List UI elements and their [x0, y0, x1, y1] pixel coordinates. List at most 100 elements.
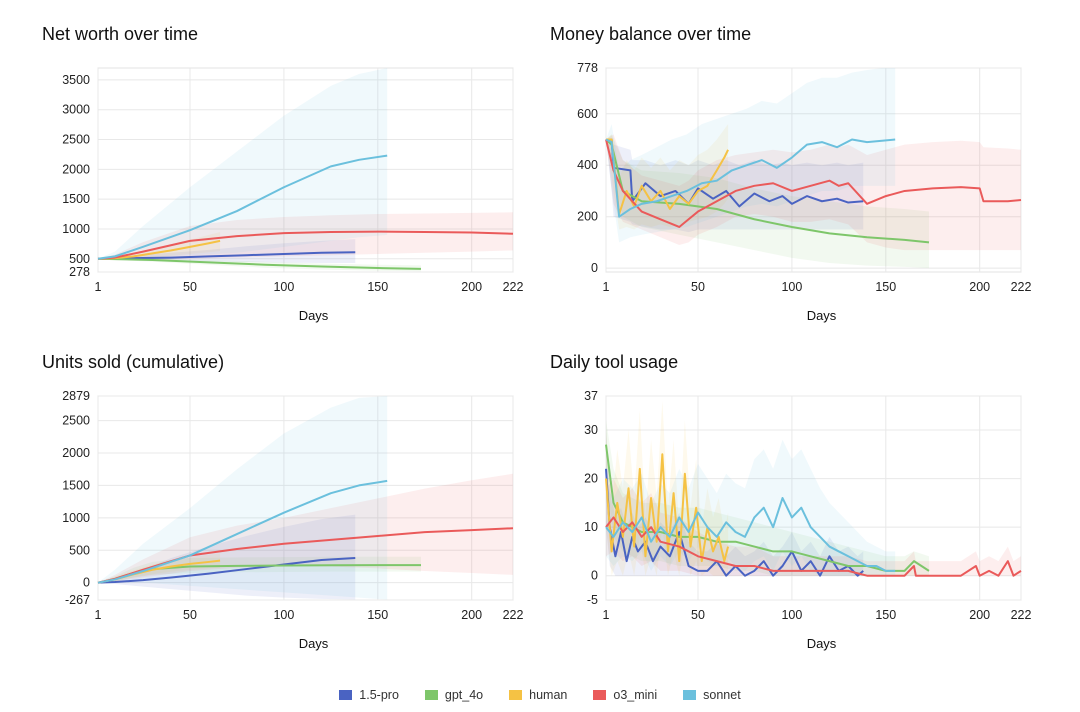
series-line-1-5-pro	[97, 557, 356, 584]
band-gpt-4o	[98, 556, 421, 583]
band-human	[606, 400, 729, 576]
y-tick-label: 3500	[62, 73, 90, 87]
legend-label-human: human	[529, 688, 568, 702]
x-tick-label: 150	[875, 608, 896, 622]
chart-panel-money-balance: Money balance over time 1 50 100 150 200 222 0…	[508, 0, 1048, 330]
y-tick-label: 2000	[62, 162, 90, 176]
y-tick-label: -267	[65, 593, 90, 607]
legend: 1.5-pro gpt_4o human o3_mini sonnet	[0, 688, 1080, 702]
x-tick-label: 100	[781, 608, 802, 622]
band-human	[606, 124, 729, 230]
x-tick-label: 50	[691, 608, 705, 622]
chart-title-money-balance: Money balance over time	[550, 24, 752, 44]
series-line-sonnet	[605, 497, 896, 572]
y-tick-label: 2000	[62, 446, 90, 460]
y-tick-label: 2879	[62, 389, 90, 403]
legend-item-1-5-pro[interactable]: 1.5-pro	[339, 688, 399, 702]
chart-title-daily-tool-usage: Daily tool usage	[550, 352, 679, 372]
y-tick-label: 3000	[62, 103, 90, 117]
legend-item-o3-mini[interactable]: o3_mini	[593, 688, 657, 702]
band-o3-mini	[606, 478, 1021, 576]
legend-swatch-human	[509, 690, 523, 700]
legend-label-o3-mini: o3_mini	[613, 688, 658, 702]
series-line-o3-mini	[605, 139, 1022, 228]
y-tick-label: 2500	[62, 414, 90, 428]
x-tick-label: 150	[367, 608, 388, 622]
y-tick-label: 1000	[62, 511, 90, 525]
legend-label-1-5-pro: 1.5-pro	[359, 688, 399, 702]
x-tick-label: 100	[273, 608, 294, 622]
legend-item-human[interactable]: human	[509, 688, 567, 702]
x-tick-label: 50	[183, 608, 197, 622]
chart-net-worth: 1 50 100 150 200 2222785001000150020002500300…	[62, 67, 524, 323]
band-1-5-pro	[606, 430, 864, 576]
y-tick-label: 30	[584, 423, 598, 437]
chart-panel-units-sold: Units sold (cumulative) 1 50 100 150 200 222-…	[0, 328, 540, 658]
y-tick-label: 0	[591, 569, 598, 583]
legend-label-gpt-4o: gpt_4o	[444, 688, 484, 702]
band-o3-mini	[98, 212, 513, 260]
legend-swatch-gpt-4o	[424, 690, 438, 700]
x-tick-label: 222	[503, 280, 524, 294]
y-tick-label: 200	[577, 210, 598, 224]
x-tick-label: 150	[875, 280, 896, 294]
x-tick-label: 200	[461, 280, 482, 294]
x-tick-label: 100	[781, 280, 802, 294]
series-line-1-5-pro	[606, 138, 864, 208]
x-tick-label: 50	[691, 280, 705, 294]
x-tick-label: 222	[1011, 280, 1032, 294]
y-tick-label: 778	[577, 61, 598, 75]
y-tick-label: 2500	[62, 133, 90, 147]
series-line-sonnet	[605, 138, 896, 218]
y-tick-label: 10	[584, 520, 598, 534]
legend-item-sonnet[interactable]: sonnet	[683, 688, 741, 702]
x-tick-label: 50	[183, 280, 197, 294]
series-line-o3-mini	[97, 230, 514, 260]
y-tick-label: 400	[577, 158, 598, 172]
x-tick-label: 200	[969, 608, 990, 622]
series-line-o3-mini	[605, 516, 1022, 577]
chart-panel-net-worth: Net worth over time 1 50 100 150 200 222 278 50…	[0, 0, 540, 330]
x-tick-label: 222	[1011, 608, 1032, 622]
series-line-o3-mini	[97, 527, 514, 584]
band-o3-mini	[606, 134, 1021, 251]
series-line-gpt-4o	[97, 257, 422, 270]
chart-panel-daily-tool-usage: Daily tool usage 1 50 100 150 200 222 -5 0 10 20 3…	[508, 328, 1048, 658]
x-tick-label: 1	[95, 608, 102, 622]
legend-label-sonnet: sonnet	[703, 688, 741, 702]
y-tick-label: 600	[577, 107, 598, 121]
x-tick-label: 222	[503, 608, 524, 622]
chart-title-net-worth: Net worth over time	[42, 24, 199, 44]
x-tick-label: 100	[273, 280, 294, 294]
legend-swatch-o3-mini	[593, 690, 607, 700]
x-tick-label: 200	[461, 608, 482, 622]
x-axis-label: Days	[807, 308, 837, 323]
series-line-human	[605, 453, 730, 563]
band-sonnet	[98, 396, 388, 600]
y-tick-label: 278	[69, 265, 90, 279]
series-line-sonnet	[97, 479, 388, 584]
y-tick-label: -5	[587, 593, 598, 607]
band-o3-mini	[98, 473, 513, 583]
series-line-sonnet	[97, 154, 388, 260]
y-tick-label: 1000	[62, 222, 90, 236]
legend-item-gpt-4o[interactable]: gpt_4o	[424, 688, 484, 702]
series-line-human	[606, 138, 729, 216]
y-tick-label: 500	[69, 543, 90, 557]
x-tick-label: 1	[603, 608, 610, 622]
y-tick-label: 1500	[62, 478, 90, 492]
series-line-gpt-4o	[605, 138, 930, 244]
x-tick-label: 150	[367, 280, 388, 294]
legend-swatch-sonnet	[683, 690, 697, 700]
y-tick-label: 20	[584, 472, 598, 486]
x-axis-label: Days	[299, 636, 329, 651]
x-tick-label: 1	[95, 280, 102, 294]
band-sonnet	[98, 68, 388, 260]
band-human	[98, 231, 221, 260]
x-axis-label: Days	[299, 308, 329, 323]
chart-units-sold: 1 50 100 150 200 222-267050010001500200025002…	[62, 389, 524, 651]
x-axis-label: Days	[807, 636, 837, 651]
y-tick-label: 37	[584, 389, 598, 403]
